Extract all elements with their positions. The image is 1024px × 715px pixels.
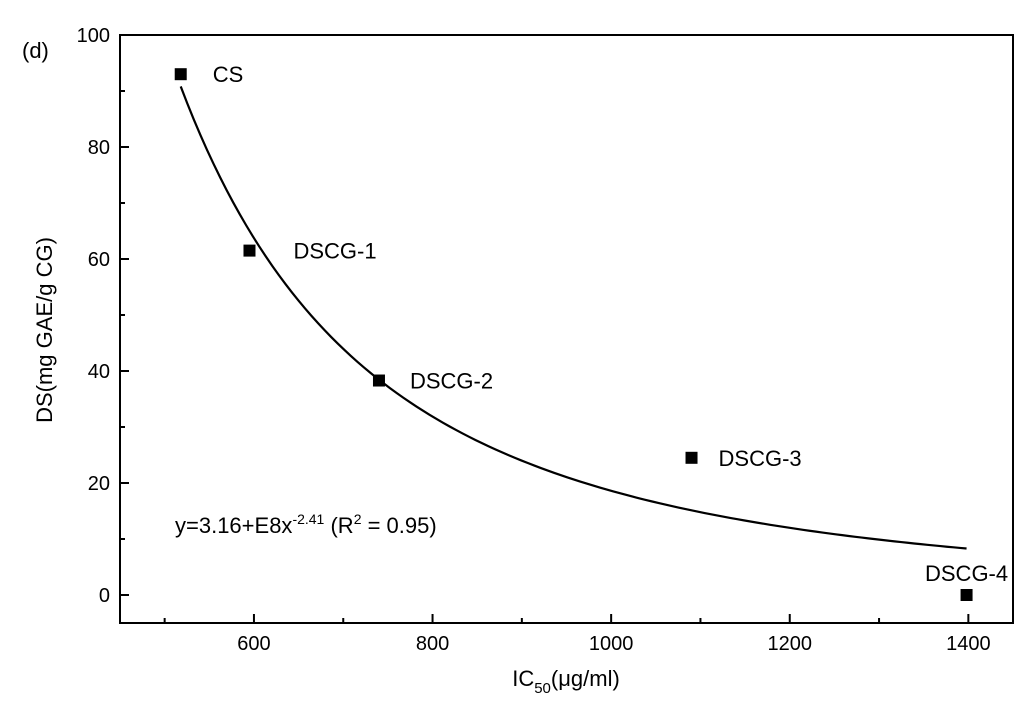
y-axis-title: DS(mg GAE/g CG) bbox=[32, 237, 57, 423]
data-point bbox=[243, 244, 256, 257]
data-point bbox=[960, 589, 973, 601]
x-tick-label: 1400 bbox=[946, 633, 991, 655]
data-points bbox=[174, 68, 973, 601]
fit-equation: y=3.16+E8x-2.41 (R2 = 0.95) bbox=[175, 511, 437, 538]
x-axis-title: IC50(μg/ml) bbox=[512, 666, 620, 697]
point-labels: CS DSCG-1 DSCG-2 DSCG-3 DSCG-4 bbox=[213, 62, 1008, 586]
x-axis-ticks: 600 800 1000 1200 1400 bbox=[163, 614, 991, 655]
y-tick-label: 20 bbox=[88, 473, 110, 495]
y-tick-label: 40 bbox=[88, 361, 110, 383]
x-tick-label: 800 bbox=[416, 633, 449, 655]
y-tick-label: 100 bbox=[77, 25, 110, 47]
y-axis-ticks: 0 20 40 60 80 100 bbox=[77, 25, 129, 607]
panel-label: (d) bbox=[22, 38, 49, 63]
fit-curve bbox=[179, 86, 967, 550]
data-point-label: DSCG-3 bbox=[719, 446, 802, 471]
x-tick-label: 600 bbox=[237, 633, 270, 655]
plot-frame bbox=[119, 34, 1014, 624]
data-point-label: DSCG-4 bbox=[925, 561, 1008, 586]
data-point bbox=[174, 68, 187, 81]
data-point-label: CS bbox=[213, 62, 244, 87]
y-tick-label: 60 bbox=[88, 249, 110, 271]
data-point bbox=[685, 451, 698, 464]
y-tick-label: 0 bbox=[99, 585, 110, 607]
x-tick-label: 1200 bbox=[768, 633, 813, 655]
data-point-label: DSCG-1 bbox=[293, 239, 376, 264]
x-tick-label: 1000 bbox=[589, 633, 634, 655]
data-point-label: DSCG-2 bbox=[410, 369, 493, 394]
data-point bbox=[372, 374, 385, 387]
y-tick-label: 80 bbox=[88, 137, 110, 159]
